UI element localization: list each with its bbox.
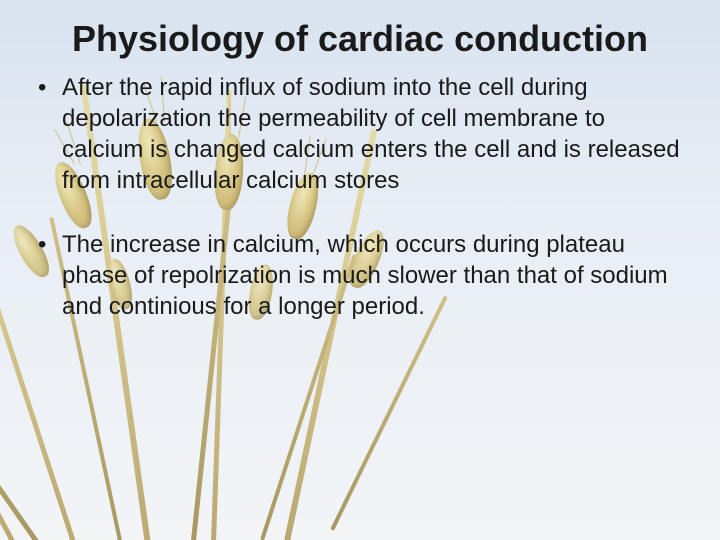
slide-title: Physiology of cardiac conduction — [30, 18, 690, 59]
slide: Physiology of cardiac conduction After t… — [0, 0, 720, 540]
bullet-list: After the rapid influx of sodium into th… — [30, 73, 690, 322]
bullet-item: After the rapid influx of sodium into th… — [38, 73, 690, 196]
bullet-item: The increase in calcium, which occurs du… — [38, 230, 690, 322]
slide-content: Physiology of cardiac conduction After t… — [0, 0, 720, 322]
